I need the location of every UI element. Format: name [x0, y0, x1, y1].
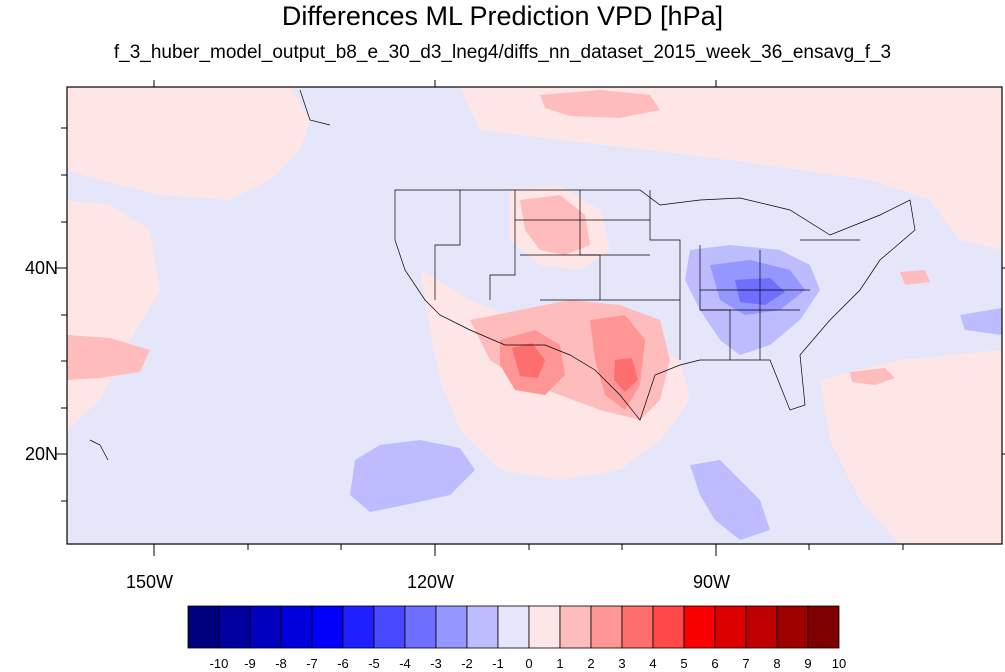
colorbar-swatch [745, 605, 778, 649]
colorbar-swatch [714, 605, 747, 649]
coast-bc [299, 89, 331, 126]
field-red-texas-core [614, 358, 638, 392]
colorbar-label: -8 [275, 656, 287, 671]
colorbar-swatch [683, 605, 716, 649]
colorbar-label: 8 [773, 656, 781, 671]
colorbar-swatch [497, 605, 530, 649]
colorbar-swatch [559, 605, 592, 649]
colorbar-swatch [590, 605, 623, 649]
colorbar-label: -3 [430, 656, 442, 671]
colorbar-label: 4 [649, 656, 657, 671]
field-blue-east-edge [960, 308, 1002, 335]
colorbar-swatch [776, 605, 809, 649]
colorbar-swatch [466, 605, 499, 649]
colorbar-swatch [249, 605, 282, 649]
colorbar-label: -2 [461, 656, 473, 671]
colorbar-label: -4 [399, 656, 411, 671]
colorbar-swatch [435, 605, 468, 649]
colorbar-label: -7 [306, 656, 318, 671]
field-pink-dakotas [520, 195, 590, 255]
lat-label-40n: 40N [25, 258, 59, 278]
colorbar-swatch [373, 605, 406, 649]
field-pink-atlantic-spot-2 [900, 270, 930, 285]
state-boundaries [89, 89, 916, 461]
colorbar-label: 6 [711, 656, 719, 671]
colorbar-label: 2 [587, 656, 595, 671]
colorbar-label: 10 [831, 656, 847, 671]
map-ticks [55, 80, 1005, 556]
border-1 [434, 190, 461, 300]
us-outline [394, 189, 916, 421]
field-pink-atlantic [820, 350, 1002, 544]
map-field [67, 87, 1002, 544]
colorbar-label: -10 [209, 656, 229, 671]
colorbar-label: -1 [492, 656, 504, 671]
field-red-arizona-core [512, 343, 545, 378]
chart-subtitle: f_3_huber_model_output_b8_e_30_d3_lneg4/… [113, 42, 892, 63]
colorbar-swatch [311, 605, 344, 649]
lat-label-20n: 20N [25, 444, 59, 464]
colorbar-swatch [807, 605, 840, 649]
colorbar-label: 3 [618, 656, 626, 671]
colorbar-swatch [528, 605, 561, 649]
field-blue-pacific-blob [350, 440, 475, 512]
colorbar-label: 7 [742, 656, 750, 671]
field-pink-canada [460, 87, 1002, 250]
colorbar-swatch [280, 605, 313, 649]
colorbar-label: -6 [337, 656, 349, 671]
colorbar-swatch [652, 605, 685, 649]
colorbar [187, 605, 840, 649]
field-pink-canada-spot [540, 90, 660, 118]
border-2 [489, 190, 516, 300]
field-pink-pacific-band [67, 335, 150, 380]
field-blue-caribbean [690, 460, 770, 540]
chart-title: Differences ML Prediction VPD [hPa] [281, 1, 724, 31]
colorbar-label: 5 [680, 656, 688, 671]
colorbar-label: -5 [368, 656, 380, 671]
colorbar-swatch [218, 605, 251, 649]
colorbar-label: 1 [556, 656, 564, 671]
colorbar-swatch [621, 605, 654, 649]
lon-label-120w: 120W [407, 572, 455, 592]
field-pink-nw-pacific [67, 87, 310, 200]
lon-label-150w: 150W [126, 572, 174, 592]
colorbar-swatch [187, 605, 220, 649]
colorbar-swatch [404, 605, 437, 649]
border-4 [649, 190, 681, 360]
coast-hawaii [89, 439, 109, 461]
colorbar-label: 0 [525, 656, 533, 671]
field-pink-atlantic-spot [850, 368, 895, 385]
colorbar-swatch [342, 605, 375, 649]
colorbar-label: -9 [244, 656, 256, 671]
lon-label-90w: 90W [693, 572, 731, 592]
colorbar-label: 9 [804, 656, 812, 671]
